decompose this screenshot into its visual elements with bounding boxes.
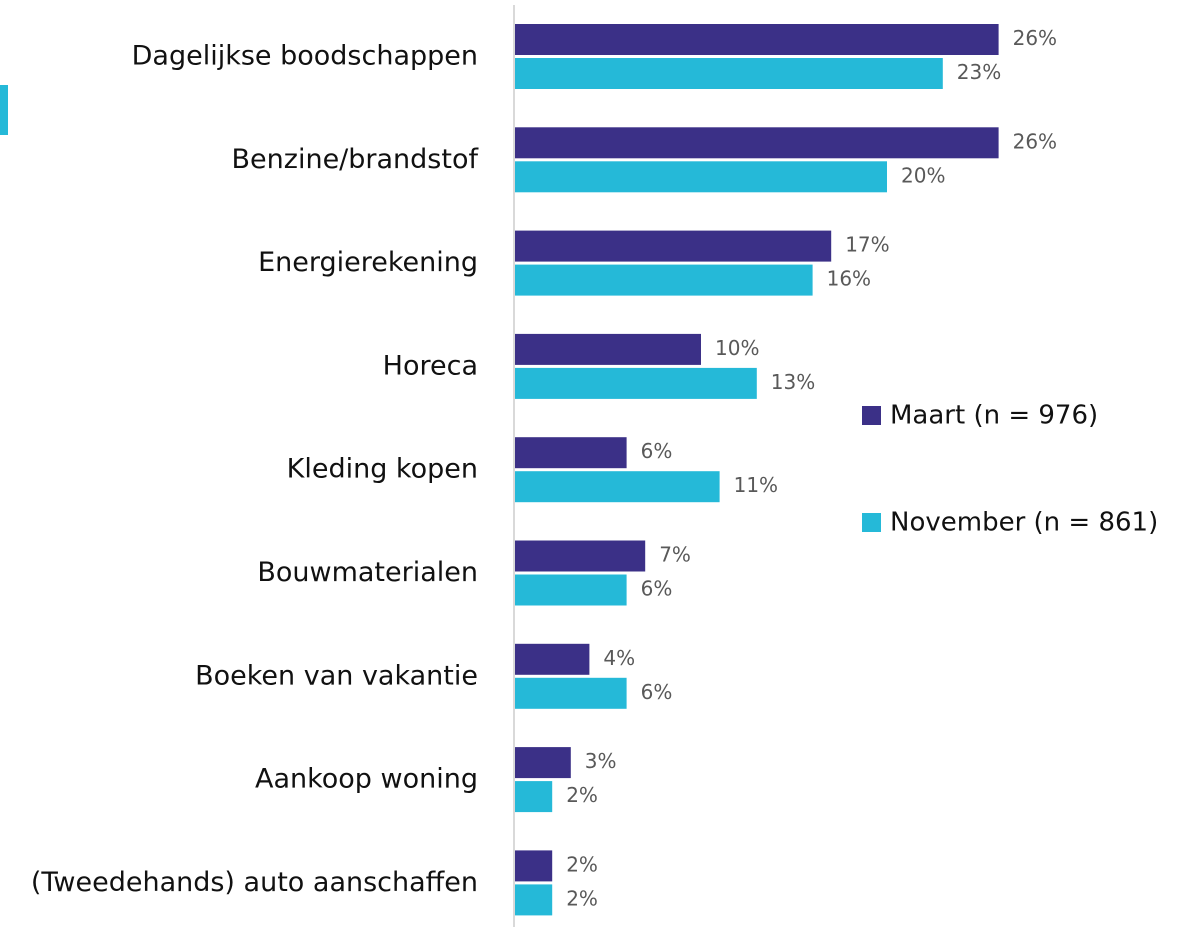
value-label: 26%: [1013, 26, 1057, 50]
value-label: 11%: [734, 473, 778, 497]
bar: [515, 540, 646, 572]
legend-swatch: [862, 406, 881, 425]
bar: [515, 643, 590, 675]
value-label: 10%: [715, 336, 759, 360]
bar: [515, 747, 571, 779]
legend-label: Maart (n = 976): [890, 401, 1098, 431]
value-label: 20%: [901, 163, 945, 187]
category-label: Bouwmaterialen: [257, 557, 478, 588]
category-label: (Tweedehands) auto aanschaffen: [31, 867, 478, 898]
value-label: 2%: [566, 783, 598, 807]
value-label: 16%: [827, 267, 871, 291]
bar: [515, 850, 553, 882]
value-label: 3%: [585, 749, 617, 773]
bar: [515, 367, 757, 399]
bar: [515, 781, 553, 813]
value-label: 23%: [957, 60, 1001, 84]
legend-swatch: [862, 513, 881, 532]
bar: [515, 437, 627, 469]
value-label: 4%: [603, 646, 635, 670]
value-label: 17%: [845, 233, 889, 257]
bar: [515, 264, 813, 296]
bar: [515, 884, 553, 916]
bar: [515, 230, 832, 262]
value-label: 6%: [641, 439, 673, 463]
value-label: 2%: [566, 852, 598, 876]
bar: [515, 24, 999, 55]
category-label: Horeca: [383, 350, 478, 381]
category-label: Benzine/brandstof: [232, 144, 480, 175]
value-label: 6%: [641, 577, 673, 601]
category-label: Dagelijkse boodschappen: [132, 41, 478, 72]
bar: [515, 574, 627, 606]
value-label: 2%: [566, 886, 598, 910]
legend-label: November (n = 861): [890, 508, 1158, 538]
category-label: Boeken van vakantie: [195, 660, 478, 691]
bar: [515, 677, 627, 709]
value-label: 7%: [659, 543, 691, 567]
bar: [515, 161, 887, 193]
decoration: [0, 85, 8, 135]
bar: [515, 471, 720, 503]
category-label: Aankoop woning: [255, 764, 478, 795]
category-label: Energierekening: [258, 247, 478, 278]
bar: [515, 333, 701, 365]
bar: [515, 58, 943, 89]
bar: [515, 127, 999, 159]
value-label: 6%: [641, 680, 673, 704]
category-label: Kleding kopen: [287, 454, 478, 485]
value-label: 26%: [1013, 129, 1057, 153]
value-label: 13%: [771, 370, 815, 394]
